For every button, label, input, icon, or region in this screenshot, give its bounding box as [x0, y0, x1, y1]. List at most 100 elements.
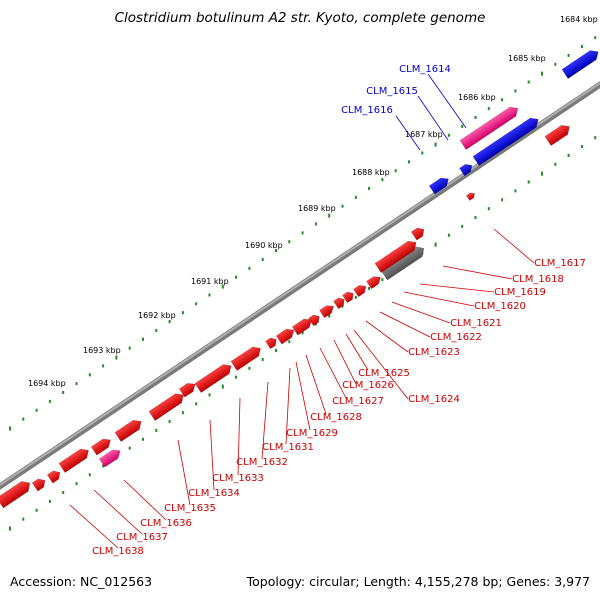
tick-mark: [128, 446, 131, 450]
tick-mark: [447, 133, 450, 137]
gene-features: [0, 50, 599, 509]
tick-mark: [248, 266, 251, 270]
kbp-label: 1689 kbp: [298, 204, 336, 213]
tick-mark: [48, 399, 51, 403]
tick-mark: [288, 340, 291, 344]
gene-label-plus: CLM_1628: [310, 412, 362, 423]
tick-mark: [168, 420, 171, 424]
gene-label-plus: CLM_1629: [286, 428, 338, 439]
tick-mark: [208, 293, 211, 297]
tick-mark: [328, 213, 331, 218]
kbp-label: 1693 kbp: [83, 346, 121, 355]
tick-mark: [301, 231, 304, 235]
tick-mark: [62, 391, 65, 395]
gene-label-plus: CLM_1631: [262, 442, 314, 453]
tick-mark: [408, 160, 410, 164]
tick-mark: [341, 204, 344, 208]
gene-arrow: [230, 346, 261, 371]
gene-label-plus: CLM_1618: [512, 274, 564, 285]
gene-arrow: [46, 470, 61, 484]
kbp-label: 1687 kbp: [405, 130, 443, 139]
gene-label-minus: CLM_1614: [399, 64, 451, 75]
gene-arrow: [90, 438, 111, 456]
gene-arrow: [178, 383, 196, 398]
tick-mark: [554, 162, 557, 166]
gene-label-plus: CLM_1623: [408, 347, 460, 358]
tick-mark: [301, 331, 304, 335]
gene-arrow: [114, 419, 142, 442]
gene-arrow: [342, 291, 354, 304]
tick-mark: [288, 240, 291, 244]
gene-label-plus: CLM_1633: [212, 473, 264, 484]
gene-arrow: [148, 393, 184, 421]
gene-label-plus: CLM_1638: [92, 546, 144, 557]
tick-mark: [248, 366, 251, 370]
genome-backbone: [0, 81, 600, 490]
tick-mark: [514, 189, 517, 193]
gene-arrow: [265, 337, 277, 350]
gene-arrow: [194, 364, 232, 393]
tick-mark: [354, 195, 357, 199]
tick-mark: [474, 116, 477, 120]
tick-mark: [261, 257, 264, 261]
gene-arrow: [353, 284, 367, 298]
tick-mark: [275, 349, 277, 353]
tick-mark: [487, 107, 490, 111]
gene-labels: CLM_1614 CLM_1615 CLM_1616 CLM_1617 CLM_1618…: [92, 64, 586, 557]
tick-mark: [527, 180, 530, 184]
tick-mark: [22, 417, 25, 421]
gene-label-plus: CLM_1622: [430, 332, 482, 343]
gene-arrow: [319, 305, 334, 319]
kbp-label: 1686 kbp: [458, 93, 496, 102]
tick-mark: [567, 153, 570, 157]
tick-mark: [474, 216, 477, 220]
tick-mark: [381, 278, 384, 282]
inner-tick-track: [9, 136, 597, 531]
tick-mark: [48, 499, 51, 503]
gene-arrow: [561, 50, 599, 79]
gene-arrow: [58, 448, 89, 473]
gene-label-plus: CLM_1636: [140, 518, 192, 529]
kbp-label: 1685 kbp: [508, 54, 546, 63]
tick-mark: [567, 53, 570, 57]
gene-label-plus: CLM_1625: [358, 368, 410, 379]
gene-label-plus: CLM_1617: [534, 258, 586, 269]
gene-arrow: [544, 125, 570, 146]
tick-mark: [580, 145, 583, 149]
gene-arrow: [0, 481, 31, 509]
gene-label-plus: CLM_1626: [342, 380, 394, 391]
gene-arrow: [98, 449, 121, 468]
tick-mark: [594, 136, 597, 140]
tick-mark: [142, 437, 144, 441]
tick-mark: [235, 275, 238, 279]
tick-mark: [341, 304, 344, 308]
gene-label-plus: CLM_1632: [236, 457, 288, 468]
gene-arrow: [291, 318, 312, 336]
gene-arrow: [366, 276, 381, 290]
kbp-label: 1690 kbp: [245, 241, 283, 250]
gene-label-plus: CLM_1619: [494, 287, 546, 298]
tick-mark: [461, 224, 464, 228]
tick-mark: [394, 169, 397, 173]
tick-mark: [155, 428, 158, 432]
tick-mark: [354, 295, 357, 299]
tick-mark: [75, 382, 78, 386]
accession-label: Accession: NC_012563: [10, 574, 153, 589]
gene-label-minus: CLM_1615: [366, 86, 418, 97]
gene-label-plus: CLM_1621: [450, 318, 502, 329]
tick-mark: [527, 80, 530, 84]
tick-mark: [9, 426, 11, 431]
gene-arrow: [31, 478, 46, 492]
label-leader-lines: [69, 73, 535, 549]
gene-arrow: [459, 163, 473, 177]
tick-mark: [102, 364, 105, 368]
tick-mark: [514, 89, 517, 93]
tick-mark: [102, 464, 105, 468]
tick-mark: [594, 36, 597, 40]
tick-mark: [128, 346, 131, 350]
gene-label-plus: CLM_1635: [164, 503, 216, 514]
tick-mark: [541, 171, 543, 176]
gene-label-plus: CLM_1627: [332, 396, 384, 407]
tick-mark: [155, 328, 158, 332]
